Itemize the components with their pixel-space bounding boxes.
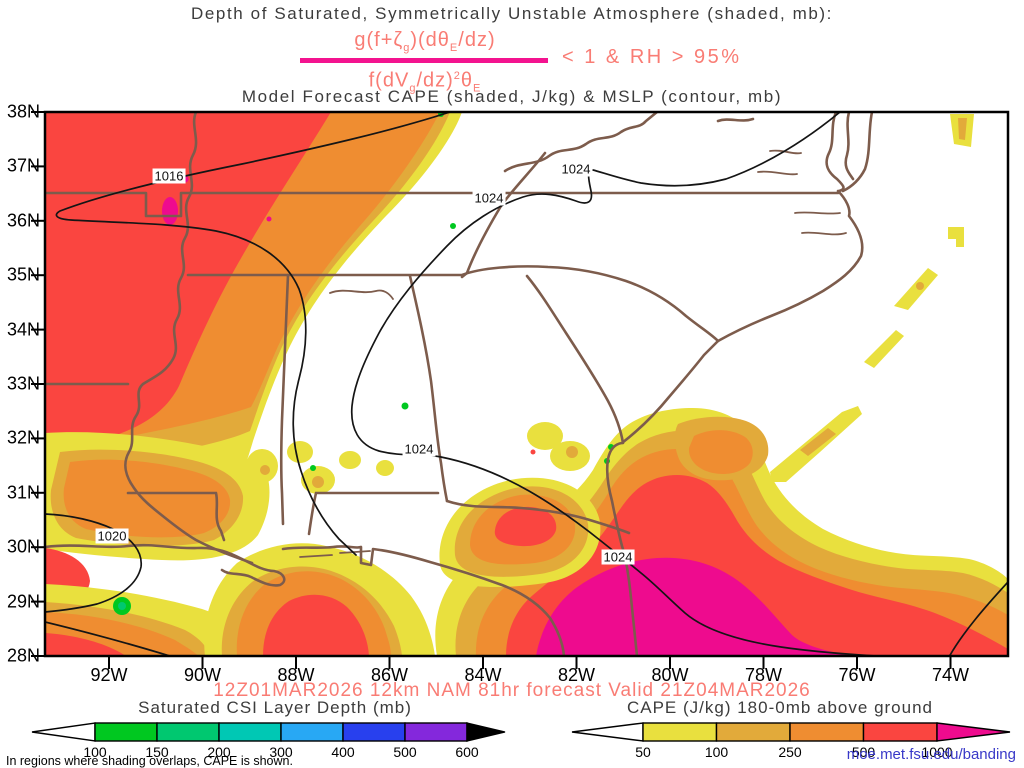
cape-colorbar-title: CAPE (J/kg) 180-0mb above ground — [626, 698, 934, 717]
lon-tick-label: 88W — [277, 665, 315, 685]
forecast-run-line: 12Z01MAR2026 12km NAM 81hr forecast Vali… — [213, 680, 811, 701]
formula-fraction-bar — [300, 58, 548, 63]
csi-formula-denominator-row: f(dVg/dz)2θE — [300, 63, 550, 102]
mslp-contour-label: 1024 — [472, 190, 506, 206]
lon-tick-label: 80W — [651, 665, 689, 685]
mslp-contour-label: 1024 — [601, 549, 635, 565]
lat-tick-label: 31N — [6, 482, 40, 503]
formula-condition: < 1 & RH > 95% — [562, 46, 742, 68]
lat-tick-label: 37N — [6, 155, 40, 176]
mslp-contour-label: 1020 — [95, 528, 129, 544]
lon-tick-label: 90W — [183, 665, 221, 685]
colorbar-tick-label: 150 — [145, 744, 169, 760]
lon-tick-label: 86W — [370, 665, 408, 685]
state-borders — [45, 112, 874, 656]
colorbar-tick-label: 250 — [778, 744, 802, 760]
colorbar-tick-label: 500 — [393, 744, 417, 760]
colorbar-tick-label: 50 — [635, 744, 651, 760]
colorbar-tick-label: 600 — [455, 744, 479, 760]
csi-formula-fraction: g(f+ζg)(dθE/dz) — [300, 27, 550, 61]
mslp-contour-label: 1024 — [402, 441, 436, 457]
mslp-contour-label: 1016 — [152, 168, 186, 184]
page-title: Depth of Saturated, Symmetrically Unstab… — [190, 4, 833, 23]
lon-tick-label: 92W — [90, 665, 128, 685]
formula-denominator: f(dVg/dz)2θE — [368, 69, 482, 95]
lon-tick-label: 76W — [838, 665, 876, 685]
lat-tick-label: 36N — [6, 210, 40, 231]
axis-ticks — [31, 111, 952, 669]
lat-tick-label: 35N — [6, 264, 40, 285]
lon-tick-label: 84W — [464, 665, 502, 685]
map-frame — [43, 110, 1010, 658]
lat-tick-label: 32N — [6, 427, 40, 448]
lat-tick-label: 34N — [6, 319, 40, 340]
colorbar-shapes — [31, 722, 1011, 742]
lon-tick-label: 74W — [931, 665, 969, 685]
csi-colorbar-title: Saturated CSI Layer Depth (mb) — [138, 698, 412, 717]
overlap-note: In regions where shading overlaps, CAPE … — [6, 754, 293, 768]
page-subtitle: Model Forecast CAPE (shaded, J/kg) & MSL… — [241, 87, 783, 106]
lon-tick-label: 78W — [744, 665, 782, 685]
mslp-contour-label: 1024 — [559, 161, 593, 177]
colorbar-tick-label: 400 — [331, 744, 355, 760]
lon-tick-label: 82W — [557, 665, 595, 685]
formula-numerator: g(f+ζg)(dθE/dz) — [354, 29, 496, 54]
lat-tick-label: 33N — [6, 373, 40, 394]
colorbar-tick-label: 100 — [704, 744, 729, 760]
colorbar-tick-label: 1000 — [921, 744, 953, 760]
colorbar-tick-label: 300 — [269, 744, 293, 760]
colorbar-tick-label: 200 — [207, 744, 231, 760]
mslp-contours — [45, 112, 1008, 656]
lat-tick-label: 38N — [6, 101, 40, 122]
source-url-link[interactable]: moe.met.fsu.edu/banding — [846, 746, 1016, 763]
colorbar-tick-label: 500 — [851, 744, 876, 760]
lat-tick-label: 28N — [6, 645, 40, 666]
lat-tick-label: 30N — [6, 536, 40, 557]
colorbar-tick-label: 100 — [83, 744, 107, 760]
lat-tick-label: 29N — [6, 591, 40, 612]
